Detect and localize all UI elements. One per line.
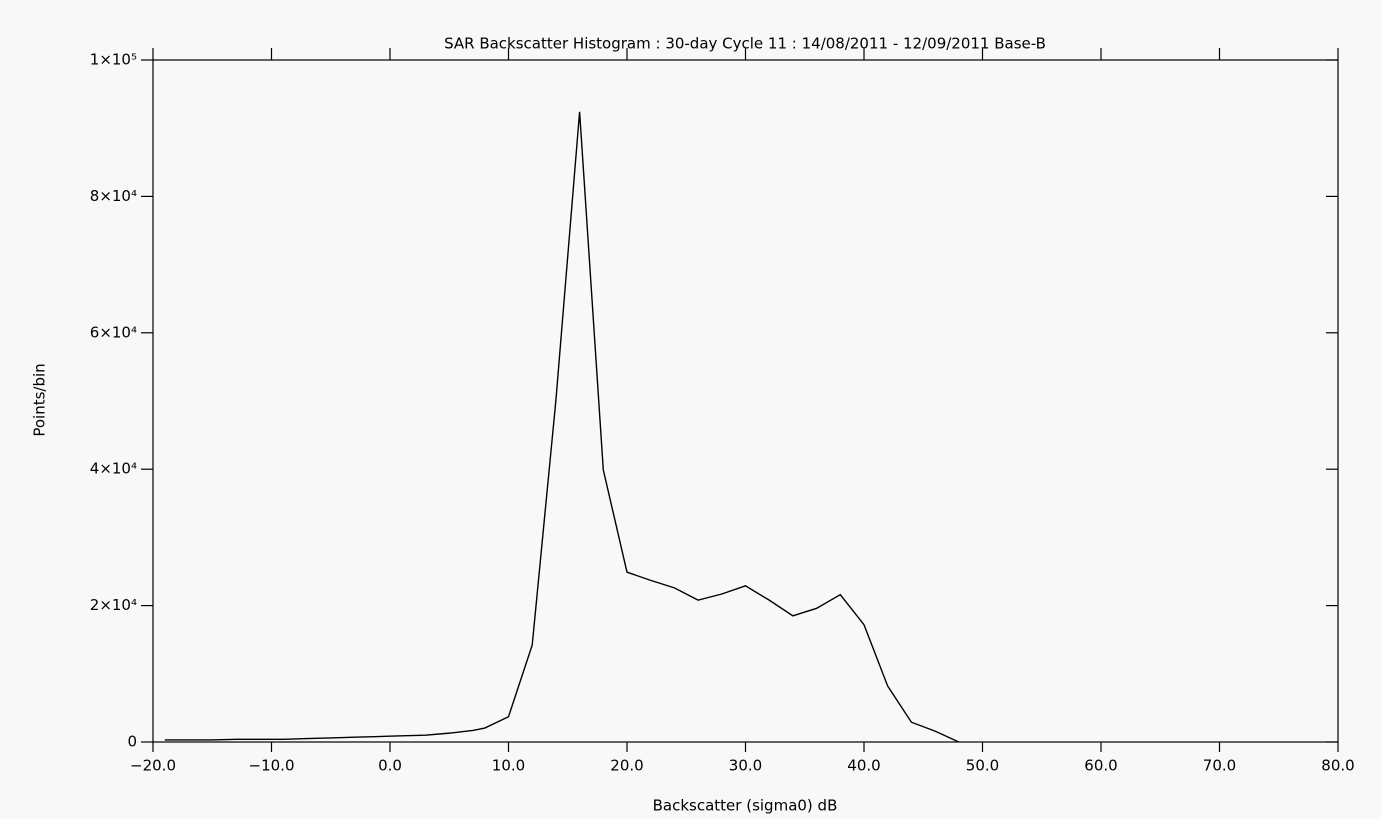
x-tick-label: 30.0 bbox=[729, 757, 762, 775]
x-tick-label: −20.0 bbox=[130, 757, 176, 775]
x-tick-label: 40.0 bbox=[847, 757, 880, 775]
x-tick-label: 50.0 bbox=[966, 757, 999, 775]
y-tick-label: 2×10⁴ bbox=[90, 596, 137, 614]
y-axis-label: Points/bin bbox=[31, 363, 49, 436]
x-tick-label: 60.0 bbox=[1084, 757, 1117, 775]
y-tick-label: 8×10⁴ bbox=[90, 187, 137, 205]
x-tick-label: 0.0 bbox=[378, 757, 402, 775]
x-tick-label: 80.0 bbox=[1321, 757, 1354, 775]
x-tick-label: 10.0 bbox=[492, 757, 525, 775]
y-tick-label: 6×10⁴ bbox=[90, 323, 137, 341]
x-axis-label: Backscatter (sigma0) dB bbox=[653, 797, 838, 815]
plot-frame bbox=[152, 59, 1339, 743]
y-tick-label: 4×10⁴ bbox=[90, 460, 137, 478]
x-tick-label: 20.0 bbox=[610, 757, 643, 775]
chart-title: SAR Backscatter Histogram : 30-day Cycle… bbox=[444, 35, 1046, 53]
data-line bbox=[164, 111, 960, 743]
x-tick-label: −10.0 bbox=[249, 757, 295, 775]
y-tick-label: 1×10⁵ bbox=[90, 51, 137, 69]
y-tick-label: 0 bbox=[127, 733, 137, 751]
x-tick-label: 70.0 bbox=[1203, 757, 1236, 775]
